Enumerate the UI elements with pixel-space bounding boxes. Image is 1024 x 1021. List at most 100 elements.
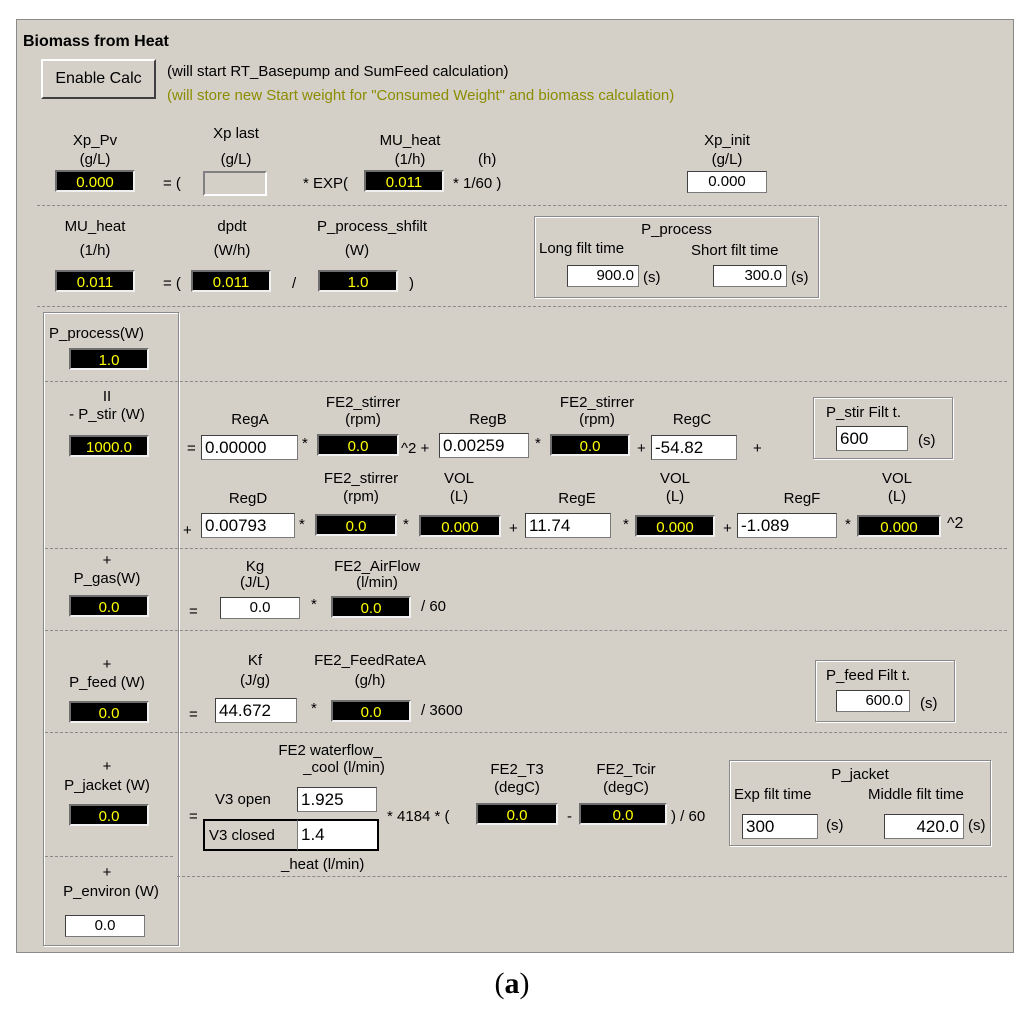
exp-filt-label: Exp filt time [734,786,812,803]
biomass-panel: Biomass from Heat Enable Calc (will star… [16,19,1014,953]
eq-sign: II [102,388,112,405]
dpdt-unit: (W/h) [213,242,251,259]
t3-value: 0.0 [476,803,558,825]
p-jacket-plus: + [102,758,112,775]
waterflow-label: FE2 waterflow_ [278,742,382,759]
divider [45,381,1007,382]
rega-input[interactable]: 0.00000 [201,435,298,460]
short-filt-unit: (s) [791,269,809,286]
plus: + [509,520,518,537]
divider [45,630,1007,631]
xp-init-label: Xp_init [704,132,750,149]
regb-input[interactable]: 0.00259 [439,433,529,458]
mu-value: 0.011 [55,270,135,292]
regc-input[interactable]: -54.82 [651,435,737,460]
p-feed-plus: + [102,656,112,673]
mu-eq-open: = ( [163,275,181,292]
regf-input[interactable]: -1.089 [737,513,837,538]
fe2-stirrer-value-2: 0.0 [550,434,630,456]
times: * [299,516,305,533]
p-process-group: P_process Long filt time 900.0 (s) Short… [534,216,819,298]
p-feed-filt-input[interactable]: 600.0 [836,690,910,712]
p-environ-plus: + [102,864,112,881]
tcir-unit: (degC) [603,779,649,796]
caption-close-paren: ) [519,967,530,1000]
times: * [845,516,851,533]
vol-label-3: VOL [881,470,912,487]
mu-heat-value-1: 0.011 [364,170,444,192]
kg-unit: (J/L) [240,574,270,591]
fe2-stirrer-label-1: FE2_stirrer [325,394,401,411]
xp-last-unit: (g/L) [220,151,252,168]
waterflow-cool-label: _cool (l/min) [303,759,385,776]
vol-unit-1: (L) [449,488,469,505]
divider [177,876,1007,877]
xp-last-value [203,171,267,196]
rege-input[interactable]: 11.74 [525,513,611,538]
times-1-60: * 1/60 ) [453,175,502,192]
p-feed-value: 0.0 [69,701,149,723]
p-stir-value: 1000.0 [69,435,149,457]
fe2-stirrer-value-3: 0.0 [315,514,397,536]
xp-init-input[interactable]: 0.000 [687,171,767,193]
kg-label: Kg [245,558,265,575]
times: * [535,435,541,452]
vol-value-3: 0.000 [857,515,941,537]
airflow-unit: (l/min) [356,574,398,591]
div-60: ) / 60 [671,808,706,825]
airflow-value: 0.0 [331,596,411,618]
panel-title: Biomass from Heat [23,33,169,50]
row1-eq: = [187,440,196,457]
p-feed-filt-label: P_feed Filt t. [826,667,911,684]
p-stir-filt-input[interactable]: 600 [836,426,908,451]
kf-label: Kf [247,652,263,669]
close-paren: ) [409,275,414,292]
regd-input[interactable]: 0.00793 [201,513,295,538]
exp-filt-input[interactable]: 300 [742,814,818,839]
p-stir-label: - P_stir (W) [69,406,145,423]
pps-value: 1.0 [318,270,398,292]
p-jacket-value: 0.0 [69,804,149,826]
kg-input[interactable]: 0.0 [220,597,300,619]
p-feed-label: P_feed (W) [69,674,145,691]
rega-label: RegA [231,411,269,428]
plus: + [637,440,646,457]
mu-unit: (1/h) [79,242,111,259]
vol-value-2: 0.000 [635,515,715,537]
long-filt-label: Long filt time [539,240,625,257]
v3-closed-input[interactable]: 1.4 [297,819,379,851]
vol-label-1: VOL [443,470,474,487]
fe2-stirrer-value-1: 0.0 [317,434,399,456]
plus: + [723,520,732,537]
fe2-stirrer-label-3: FE2_stirrer [323,470,399,487]
long-filt-unit: (s) [643,269,661,286]
short-filt-input[interactable]: 300.0 [713,265,787,287]
enable-calc-button[interactable]: Enable Calc [41,59,156,99]
v3-open-input[interactable]: 1.925 [297,787,377,812]
caption-letter: a [504,967,520,1000]
kf-input[interactable]: 44.672 [215,698,297,723]
tcir-label: FE2_Tcir [596,761,656,778]
middle-filt-input[interactable]: 420.0 [884,814,964,839]
p-jacket-group: P_jacket Exp filt time 300 (s) Middle fi… [729,760,991,846]
long-filt-input[interactable]: 900.0 [567,265,639,287]
regb-label: RegB [469,411,507,428]
divider [45,856,173,857]
pps-unit: (W) [344,242,370,259]
xp-pv-unit: (g/L) [79,151,111,168]
times: * [311,596,317,613]
fe2-stirrer-unit-2: (rpm) [579,411,615,428]
enable-calc-note: (will start RT_Basepump and SumFeed calc… [167,63,509,80]
p-environ-label: P_environ (W) [63,883,159,900]
fe2-stirrer-unit-3: (rpm) [343,488,379,505]
jacket-eq: = [189,808,198,825]
p-feed-filt-unit: (s) [920,695,938,712]
tcir-value: 0.0 [579,803,667,825]
enable-calc-note-2: (will store new Start weight for "Consum… [167,87,675,104]
p-stir-filt-unit: (s) [918,432,936,449]
p-gas-value: 0.0 [69,595,149,617]
times: * [302,435,308,452]
airflow-label: FE2_AirFlow [334,558,420,575]
p-environ-input[interactable]: 0.0 [65,915,145,937]
short-filt-label: Short filt time [691,242,779,259]
